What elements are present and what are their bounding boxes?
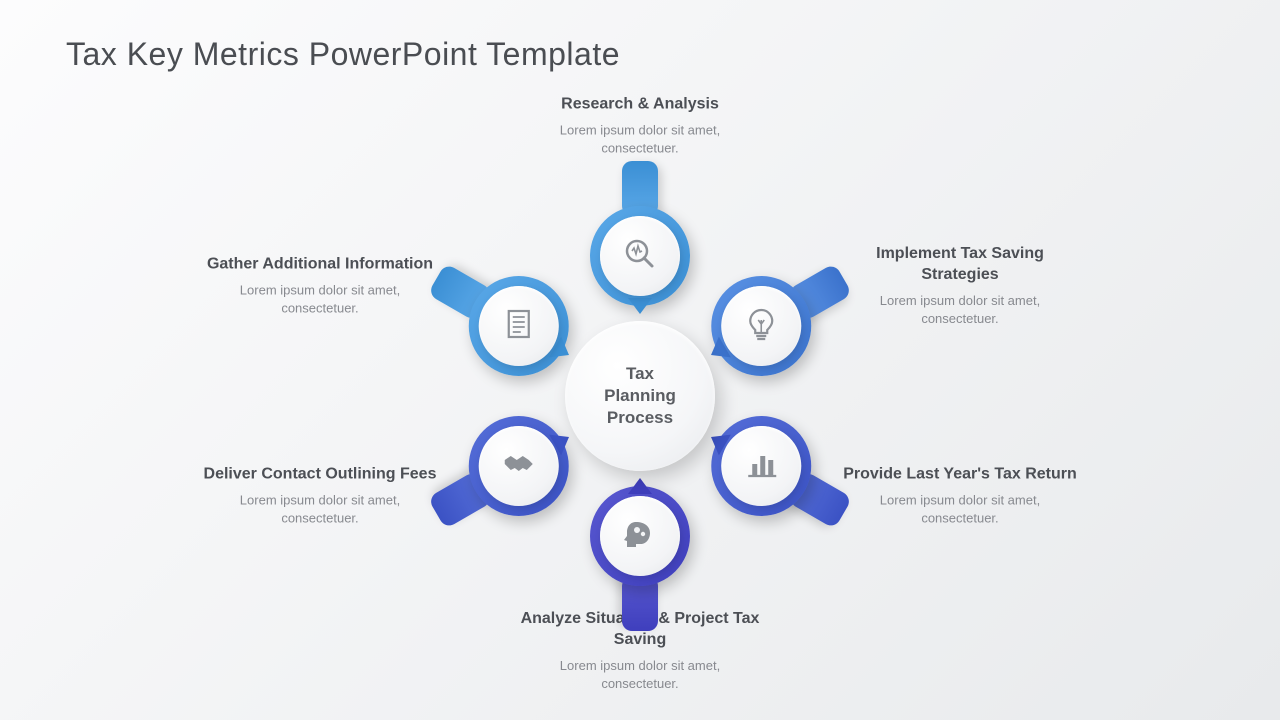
magnify-pulse-icon — [622, 236, 658, 277]
petal-title: Deliver Contact Outlining Fees — [200, 464, 440, 485]
petal-inner — [479, 286, 559, 366]
lightbulb-icon — [743, 306, 779, 347]
petal-desc: Lorem ipsum dolor sit amet, consectetuer… — [840, 491, 1080, 527]
document-list-icon — [501, 306, 537, 347]
petal-text-1: Implement Tax Saving Strategies Lorem ips… — [840, 244, 1080, 328]
petal-inner — [479, 426, 559, 506]
bar-chart-icon — [743, 446, 779, 487]
handshake-icon — [501, 446, 537, 487]
petal-text-5: Gather Additional Information Lorem ipsum… — [200, 254, 440, 317]
petal-4 — [464, 411, 574, 521]
petal-0 — [585, 201, 695, 311]
petal-inner — [721, 286, 801, 366]
petal-2 — [706, 411, 816, 521]
center-circle: TaxPlanningProcess — [565, 321, 715, 471]
petal-text-4: Deliver Contact Outlining Fees Lorem ipsu… — [200, 464, 440, 527]
petal-text-2: Provide Last Year's Tax Return Lorem ipsu… — [840, 464, 1080, 527]
petal-desc: Lorem ipsum dolor sit amet, consectetuer… — [840, 292, 1080, 328]
petal-desc: Lorem ipsum dolor sit amet, consectetuer… — [520, 121, 760, 157]
petal-inner — [600, 496, 680, 576]
page-title: Tax Key Metrics PowerPoint Template — [66, 36, 620, 73]
petal-pointer — [628, 298, 652, 314]
petal-text-0: Research & Analysis Lorem ipsum dolor sit… — [520, 94, 760, 157]
diagram-container: TaxPlanningProcess Research & AnalysisLo… — [190, 136, 1090, 656]
petal-title: Research & Analysis — [520, 94, 760, 115]
petal-5 — [464, 271, 574, 381]
petal-title: Gather Additional Information — [200, 254, 440, 275]
petal-desc: Lorem ipsum dolor sit amet, consectetuer… — [200, 491, 440, 527]
petal-1 — [706, 271, 816, 381]
petal-title: Provide Last Year's Tax Return — [840, 464, 1080, 485]
petal-desc: Lorem ipsum dolor sit amet, consectetuer… — [200, 281, 440, 317]
petal-desc: Lorem ipsum dolor sit amet, consectetuer… — [520, 657, 760, 693]
head-gears-icon — [622, 516, 658, 557]
petal-pointer — [628, 478, 652, 494]
center-label: TaxPlanningProcess — [604, 363, 676, 429]
petal-title: Implement Tax Saving Strategies — [840, 244, 1080, 286]
petal-inner — [721, 426, 801, 506]
petal-3 — [585, 481, 695, 591]
petal-inner — [600, 216, 680, 296]
